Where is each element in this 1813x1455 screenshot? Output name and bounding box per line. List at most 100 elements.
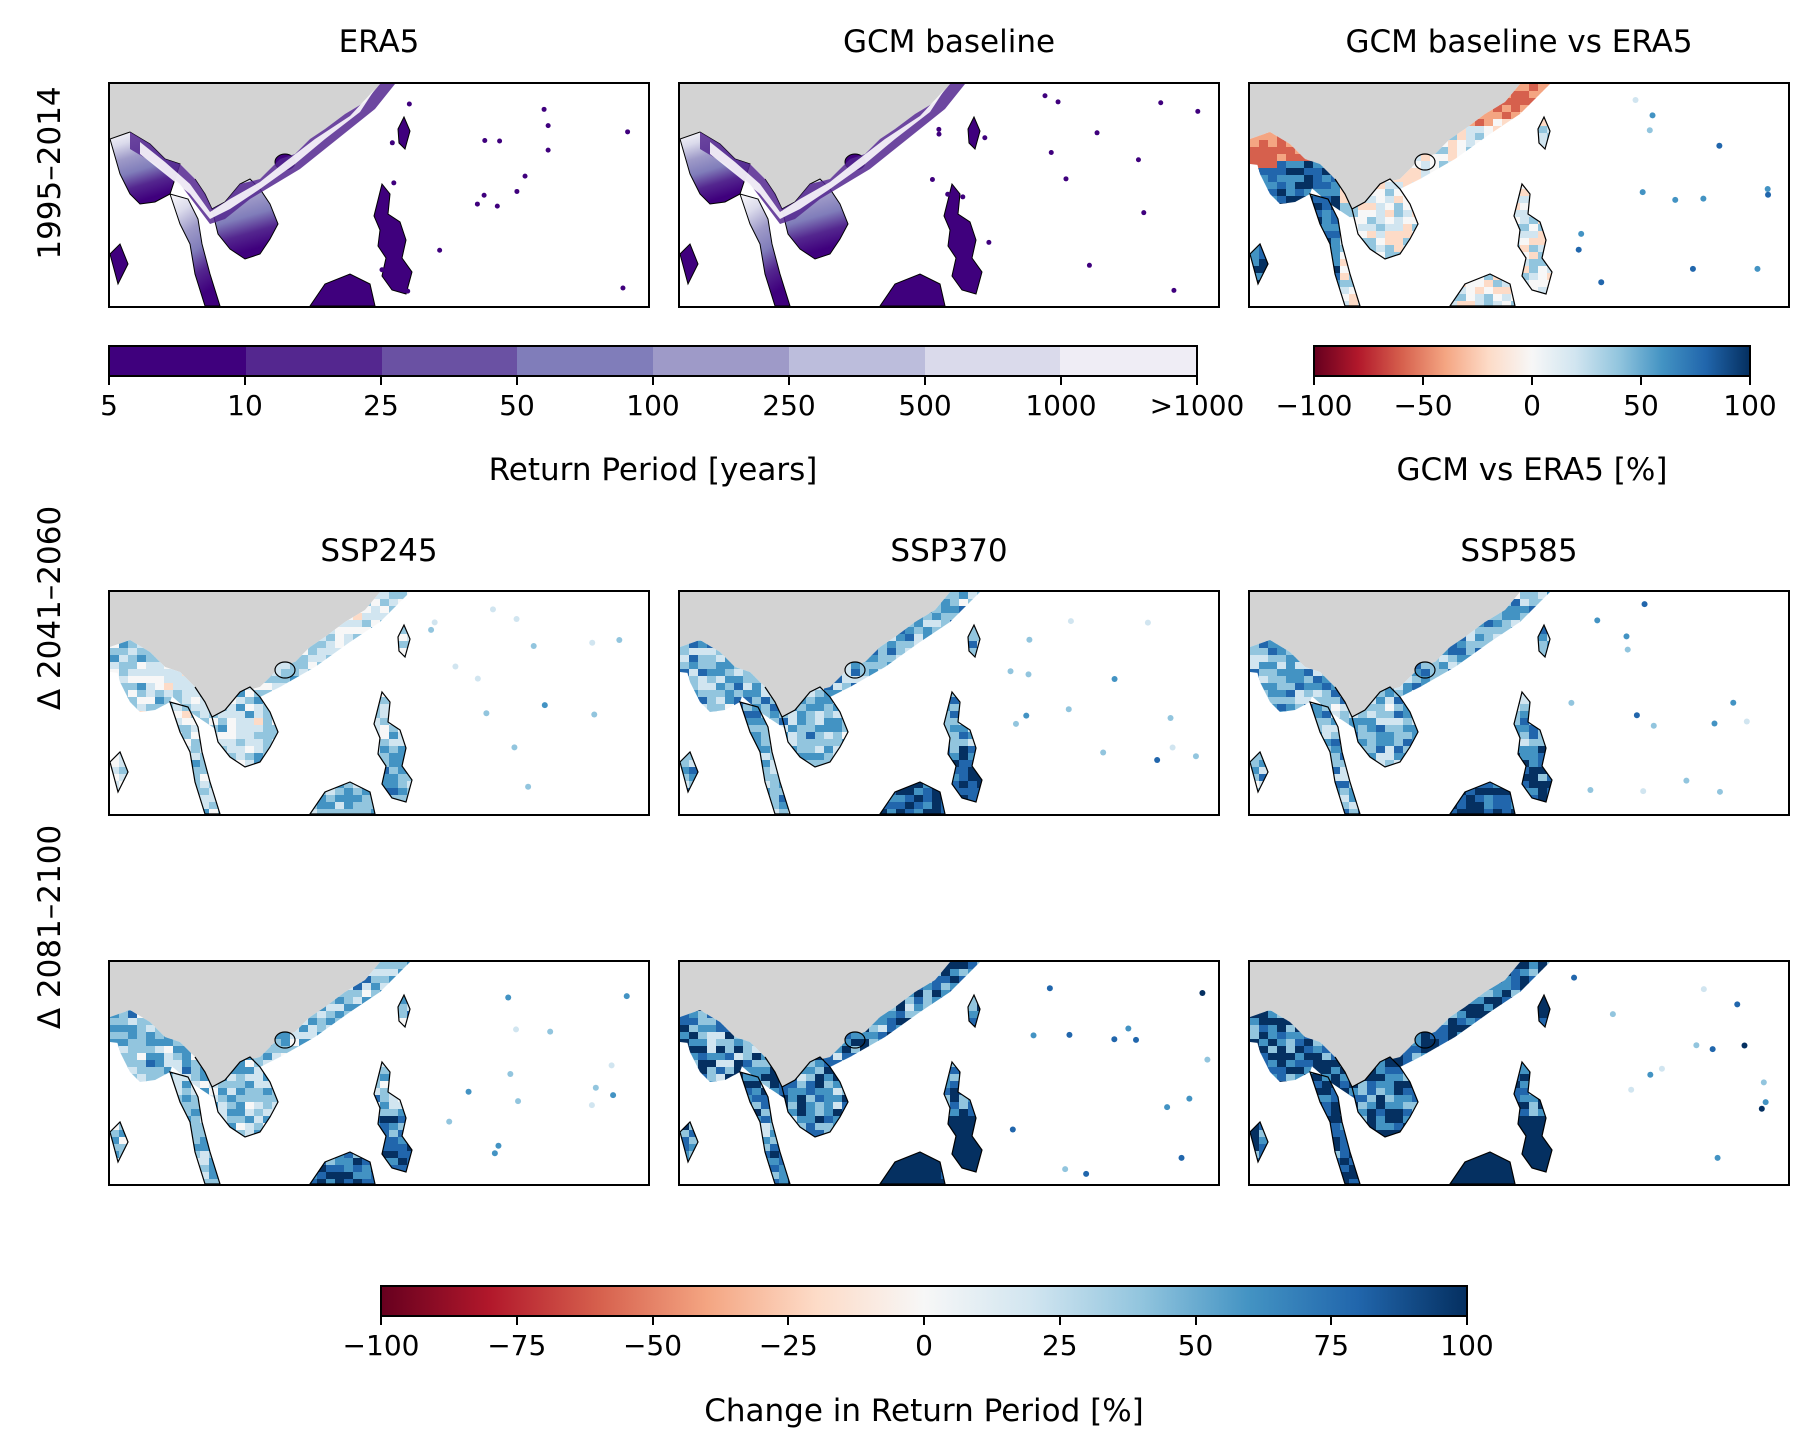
island-dot [1111,1036,1117,1042]
map-ssp585-2041-2060 [1248,590,1790,816]
island-dot [1715,1155,1721,1161]
change-tickmark [516,1317,518,1325]
island-dot [1765,186,1771,192]
island-dot [1164,1104,1170,1110]
island-dot [1642,601,1648,607]
change-tick-label: 0 [915,1329,933,1362]
change-tickmark [1330,1317,1332,1325]
island-dot [546,148,551,153]
island-dot [1651,723,1657,729]
island-dot [495,1143,501,1149]
island-dot [515,1098,521,1104]
island-dot [1179,1155,1185,1161]
change-tick-label: −75 [487,1329,546,1362]
return-period-tickmark [380,377,382,385]
map-ssp245-2041-2060 [108,590,650,816]
island-dot [1640,189,1646,195]
change-tick-label: −100 [343,1329,420,1362]
island-dot [1640,788,1646,794]
land-region [968,117,980,149]
island-dot [1145,620,1151,626]
island-dot [1068,618,1074,624]
island-dot [514,616,520,622]
island-dot [591,711,597,717]
island-dot [1008,668,1014,674]
island-dot [475,202,480,207]
colorbar-return-period [108,345,1198,377]
island-dot [1204,1057,1210,1063]
row-label-midcentury: Δ 2041–2060 [32,506,68,710]
island-dot [1062,1166,1068,1172]
island-dot [936,127,941,132]
island-dot [589,640,595,646]
island-dot [1693,1042,1699,1048]
bias-tickmark [1313,377,1315,385]
map-ssp585-2081-2100 [1248,960,1790,1186]
island-dot [1023,713,1029,719]
return-period-tick-label: 5 [100,389,118,422]
island-dot [405,289,410,294]
island-dot [1100,750,1106,756]
island-dot [542,702,548,708]
island-dot [1010,1127,1016,1133]
return-period-tickmark [1060,377,1062,385]
island-dot [1047,985,1053,991]
island-dot [379,267,384,272]
island-dot [525,784,531,790]
island-dot [945,192,950,197]
change-tickmark [787,1317,789,1325]
bias-tick-label: 50 [1623,389,1659,422]
bias-tick-label: 0 [1523,389,1541,422]
island-dot [625,129,630,134]
island-dot [511,744,517,750]
return-period-tick-label: 250 [762,389,815,422]
bias-tickmark [1531,377,1533,385]
island-dot [482,193,487,198]
return-period-tickmark [788,377,790,385]
panel-title-ssp370-mid: SSP370 [678,533,1220,569]
return-period-tick-label: 10 [227,389,263,422]
island-dot [1587,787,1593,793]
island-dot [1133,1037,1139,1043]
map-ssp370-2041-2060 [678,590,1220,816]
island-dot [1623,633,1629,639]
return-period-tickmark [108,377,110,385]
island-dot [930,177,935,182]
island-dot [1568,700,1574,706]
colorbar-segment [382,347,518,375]
change-tickmark [1466,1317,1468,1325]
panel-title-ssp585-mid: SSP585 [1248,533,1790,569]
change-tickmark [1195,1317,1197,1325]
colorbar-segment [246,347,382,375]
land-region [944,184,982,294]
land-region [398,117,410,149]
island-dot [428,627,434,633]
island-dot [452,664,458,670]
colorbar-change [380,1285,1468,1317]
island-dot [483,710,489,716]
island-dot [1042,93,1047,98]
island-dot [982,135,987,140]
island-dot [1759,1106,1765,1112]
bias-tick-label: −50 [1393,389,1452,422]
island-dot [1730,700,1736,706]
island-dot [505,994,511,1000]
island-dot [432,619,438,625]
island-dot [1578,231,1584,237]
return-period-tick-label: >1000 [1150,389,1245,422]
island-dot [507,1071,513,1077]
island-dot [589,1102,595,1108]
island-dot [1672,197,1678,203]
island-dot [1141,210,1146,215]
island-dot [1026,637,1032,643]
change-tick-label: 25 [1042,1329,1078,1362]
island-dot [1066,1032,1072,1038]
island-dot [1168,715,1174,721]
island-dot [523,174,528,179]
change-tickmark [652,1317,654,1325]
island-dot [624,993,630,999]
island-dot [547,1029,553,1035]
return-period-tickmark [516,377,518,385]
island-dot [1186,1096,1192,1102]
island-dot [475,676,481,682]
